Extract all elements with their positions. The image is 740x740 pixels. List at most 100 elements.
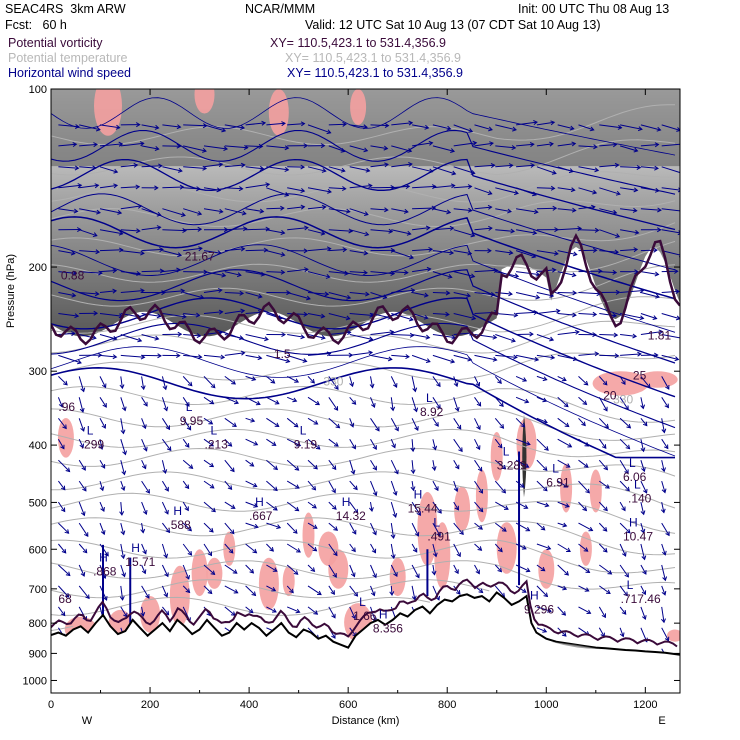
wind-vector-head xyxy=(60,611,66,617)
wind-vector xyxy=(245,271,265,276)
wind-vector xyxy=(99,459,106,469)
wind-vector xyxy=(203,163,223,168)
wind-vector xyxy=(328,585,335,595)
wind-vector-head xyxy=(218,309,224,315)
y-tick-label: 1000 xyxy=(23,675,47,687)
wind-vector-head xyxy=(253,523,259,529)
wind-vector xyxy=(349,166,370,172)
wind-vector xyxy=(578,606,591,614)
wind-vector-head xyxy=(251,591,257,597)
wind-vector-head xyxy=(594,351,600,357)
wind-vector-head xyxy=(159,268,165,274)
wind-vector xyxy=(578,124,594,131)
wind-vector xyxy=(516,164,535,168)
wind-vector xyxy=(307,292,329,295)
wind-vector-head xyxy=(74,124,80,130)
wind-vector-head xyxy=(640,510,646,516)
field-xy-pv: XY= 110.5,423.1 to 531.4,356.9 xyxy=(270,36,446,50)
extremum-value: 20 xyxy=(603,389,617,403)
x-tick-label: 1000 xyxy=(534,699,558,711)
wind-vector xyxy=(245,501,258,508)
x-tick-label: 200 xyxy=(141,699,159,711)
wind-vector xyxy=(474,292,495,296)
wind-vector xyxy=(266,166,289,171)
wind-vector xyxy=(557,585,567,590)
wind-vector-head xyxy=(63,380,68,386)
wind-vector-head xyxy=(60,507,66,513)
wind-vector-head xyxy=(100,530,106,536)
wind-vector xyxy=(453,418,462,430)
wind-vector-head xyxy=(450,183,456,189)
wind-vector xyxy=(161,564,169,577)
wind-vector-head xyxy=(389,329,395,335)
wind-vector xyxy=(349,313,374,316)
wind-vector-head xyxy=(492,356,498,362)
wind-vector xyxy=(203,124,226,132)
wind-vector xyxy=(370,522,377,535)
wind-vector xyxy=(453,313,476,320)
wind-vector xyxy=(578,376,589,386)
wind-vector-head xyxy=(661,618,666,624)
wind-vector-head xyxy=(300,164,306,170)
wind-vector-head xyxy=(248,608,254,614)
wind-vector xyxy=(453,332,473,335)
wind-vector xyxy=(578,145,597,148)
wind-vector xyxy=(515,292,540,299)
wind-vector xyxy=(370,331,394,335)
wind-vector xyxy=(370,208,388,211)
wind-vector-head xyxy=(103,595,108,601)
extremum-mark: H xyxy=(342,495,351,509)
wind-vector xyxy=(640,480,648,494)
wind-vector-head xyxy=(454,406,460,412)
wind-vector-head xyxy=(656,227,662,233)
wind-vector-head xyxy=(70,250,76,256)
wind-vector-head xyxy=(340,167,346,173)
extremum-value: .588 xyxy=(167,518,191,532)
theta-contour xyxy=(51,222,676,257)
wind-vector-head xyxy=(508,163,514,169)
wind-vector xyxy=(307,206,326,210)
wind-vector xyxy=(203,480,215,489)
wind-vector xyxy=(99,418,106,429)
wind-vector xyxy=(640,271,659,275)
wind-vector xyxy=(620,208,637,212)
wind-vector xyxy=(328,292,351,299)
wind-vector xyxy=(453,229,475,237)
wind-vector xyxy=(411,585,416,600)
wind-vector xyxy=(453,271,475,278)
theta-contour xyxy=(51,171,676,203)
wind-vector-head xyxy=(640,447,646,453)
field-xy-theta: XY= 110.5,423.1 to 531.4,356.9 xyxy=(285,51,461,65)
wind-vector-head xyxy=(425,225,431,231)
wind-vector-head xyxy=(162,469,168,475)
wind-vector xyxy=(99,334,117,340)
wind-vector-head xyxy=(271,586,277,592)
wind-vector-head xyxy=(406,230,412,236)
wind-vector-head xyxy=(617,124,623,130)
wind-vector xyxy=(266,585,276,592)
wind-vector xyxy=(286,501,299,512)
wind-vector xyxy=(78,522,89,537)
wind-vector xyxy=(266,438,276,446)
wind-vector-head xyxy=(519,483,525,488)
wind-vector xyxy=(432,543,437,557)
wind-vector-head xyxy=(315,400,320,406)
wind-speed-contour xyxy=(51,158,676,231)
wind-vector-head xyxy=(492,334,498,340)
wind-vector-head xyxy=(227,485,233,491)
wind-vector xyxy=(224,585,238,594)
wind-vector xyxy=(370,397,375,408)
wind-vector-head xyxy=(142,549,147,555)
wind-vector-head xyxy=(542,628,548,633)
wind-vector-head xyxy=(389,591,395,596)
wind-vector-head xyxy=(154,124,160,130)
wind-vector-head xyxy=(660,508,666,514)
wind-vector xyxy=(183,145,207,152)
wind-vector xyxy=(640,585,646,595)
wind-vector xyxy=(224,228,247,231)
wind-vector xyxy=(224,396,239,404)
wind-vector-head xyxy=(661,467,666,473)
wind-vector-head xyxy=(384,207,389,213)
wind-vector-head xyxy=(139,141,145,147)
wind-vector xyxy=(494,564,502,573)
